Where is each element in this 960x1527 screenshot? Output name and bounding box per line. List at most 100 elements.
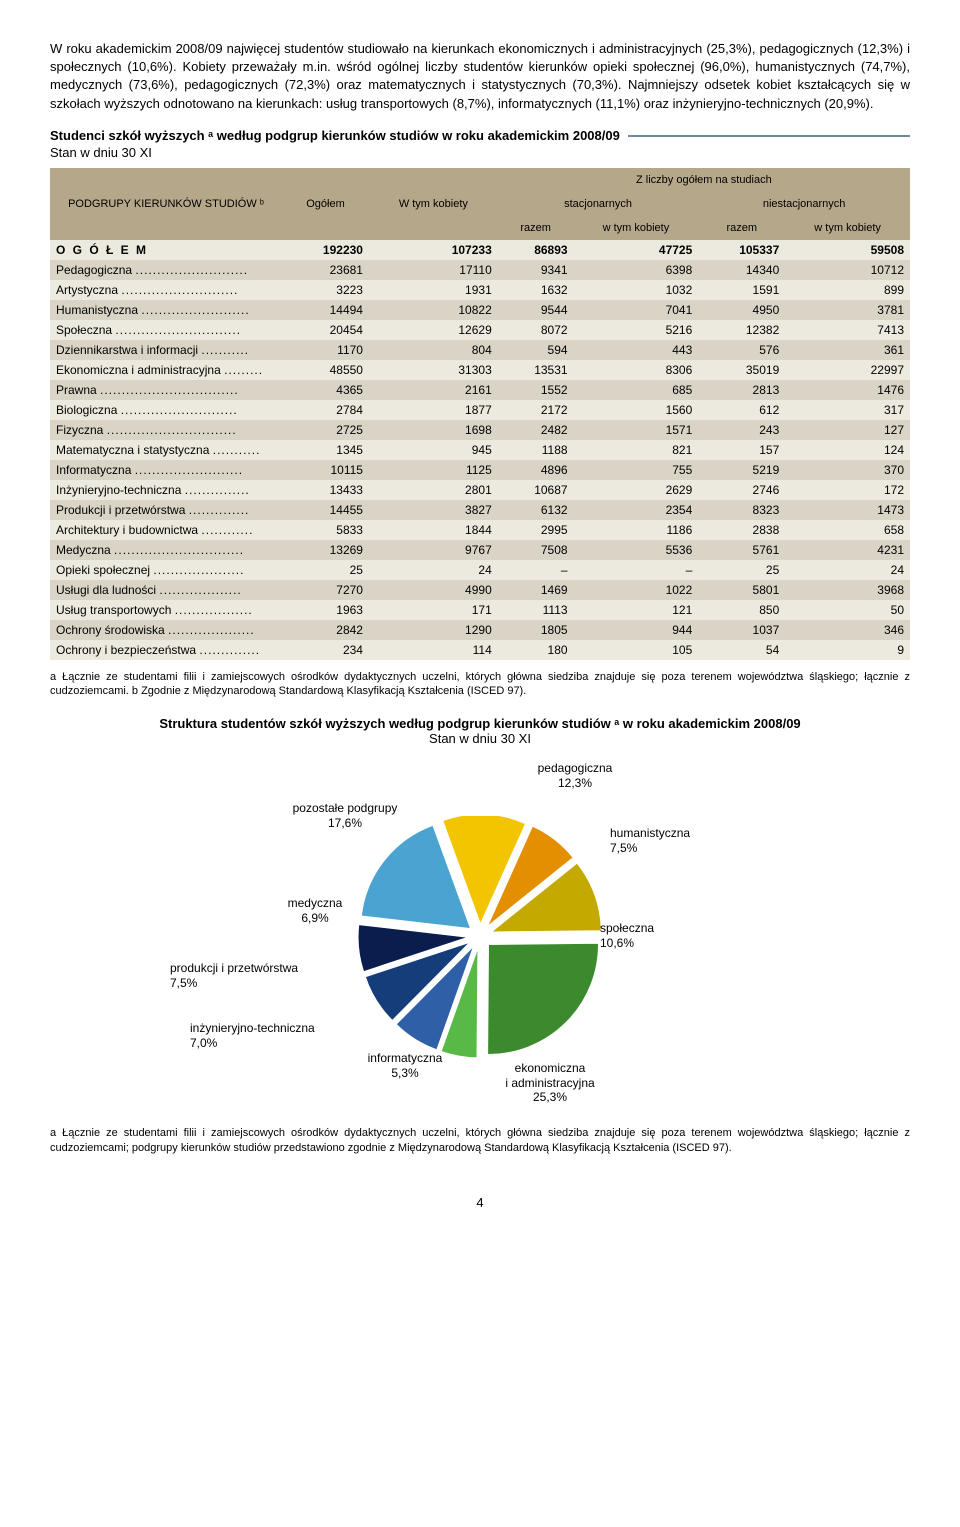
row-label: Humanistyczna .........................	[50, 300, 282, 320]
row-cell: 1571	[574, 420, 699, 440]
row-cell: 2784	[282, 400, 369, 420]
row-cell: 2161	[369, 380, 498, 400]
row-cell: 1963	[282, 600, 369, 620]
row-cell: 658	[785, 520, 910, 540]
row-cell: 1473	[785, 500, 910, 520]
row-cell: 443	[574, 340, 699, 360]
row-cell: 107233	[369, 240, 498, 260]
row-cell: 1552	[498, 380, 574, 400]
row-cell: 3223	[282, 280, 369, 300]
row-label: Społeczna .............................	[50, 320, 282, 340]
row-cell: 10115	[282, 460, 369, 480]
row-cell: 5833	[282, 520, 369, 540]
table-row: Usługi dla ludności ...................7…	[50, 580, 910, 600]
table-row: Medyczna ..............................1…	[50, 540, 910, 560]
row-cell: 685	[574, 380, 699, 400]
row-cell: 20454	[282, 320, 369, 340]
row-cell: 9341	[498, 260, 574, 280]
row-cell: 5761	[698, 540, 785, 560]
row-cell: 5219	[698, 460, 785, 480]
row-cell: 361	[785, 340, 910, 360]
table-row: Matematyczna i statystyczna ........... 1…	[50, 440, 910, 460]
table-footnote: a Łącznie ze studentami filii i zamiejsc…	[50, 670, 910, 699]
row-cell: 48550	[282, 360, 369, 380]
pie-slice-label: medyczna6,9%	[235, 896, 395, 925]
row-cell: 317	[785, 400, 910, 420]
row-cell: 2838	[698, 520, 785, 540]
row-cell: 9544	[498, 300, 574, 320]
intro-paragraph: W roku akademickim 2008/09 najwięcej stu…	[50, 40, 910, 113]
row-cell: 4365	[282, 380, 369, 400]
row-label: Dziennikarstwa i informacji ...........	[50, 340, 282, 360]
row-cell: 14455	[282, 500, 369, 520]
table-row: Ekonomiczna i administracyjna .........4…	[50, 360, 910, 380]
row-label: Fizyczna ..............................	[50, 420, 282, 440]
row-cell: 1931	[369, 280, 498, 300]
row-cell: 370	[785, 460, 910, 480]
pie-slice-label: społeczna10,6%	[600, 921, 760, 950]
th-razem1: razem	[498, 216, 574, 240]
row-cell: 2801	[369, 480, 498, 500]
th-ogolem: Ogółem	[282, 168, 369, 240]
row-cell: 850	[698, 600, 785, 620]
row-cell: 172	[785, 480, 910, 500]
pie-slice-label: informatyczna5,3%	[325, 1051, 485, 1080]
row-cell: 35019	[698, 360, 785, 380]
row-cell: 1037	[698, 620, 785, 640]
row-cell: 23681	[282, 260, 369, 280]
table-row: Opieki społecznej .....................2…	[50, 560, 910, 580]
table-row: Fizyczna ..............................2…	[50, 420, 910, 440]
th-group: Z liczby ogółem na studiach	[498, 168, 910, 192]
row-label: Usług transportowych ..................	[50, 600, 282, 620]
table-row: Prawna ................................4…	[50, 380, 910, 400]
table-row: Biologiczna ...........................2…	[50, 400, 910, 420]
row-cell: 2482	[498, 420, 574, 440]
row-cell: 25	[698, 560, 785, 580]
table-subtitle: Stan w dniu 30 XI	[50, 145, 910, 160]
row-cell: 2842	[282, 620, 369, 640]
row-label: O G Ó Ł E M	[50, 240, 282, 260]
row-cell: 1188	[498, 440, 574, 460]
row-cell: 1844	[369, 520, 498, 540]
row-cell: 105337	[698, 240, 785, 260]
row-cell: 612	[698, 400, 785, 420]
row-cell: 10687	[498, 480, 574, 500]
row-cell: 7041	[574, 300, 699, 320]
row-cell: 171	[369, 600, 498, 620]
row-cell: 24	[785, 560, 910, 580]
row-cell: 10712	[785, 260, 910, 280]
row-cell: 1632	[498, 280, 574, 300]
row-cell: 2725	[282, 420, 369, 440]
table-row: Ochrony i bezpieczeństwa ..............2…	[50, 640, 910, 660]
table-row: Architektury i budownictwa ............5…	[50, 520, 910, 540]
row-cell: 192230	[282, 240, 369, 260]
pie-slice-label: ekonomicznai administracyjna25,3%	[470, 1061, 630, 1104]
th-wtym: W tym kobiety	[369, 168, 498, 240]
row-cell: 1805	[498, 620, 574, 640]
row-cell: 7270	[282, 580, 369, 600]
row-label: Architektury i budownictwa ............	[50, 520, 282, 540]
row-cell: 105	[574, 640, 699, 660]
pie-svg	[350, 816, 610, 1076]
table-row: Humanistyczna .........................1…	[50, 300, 910, 320]
row-cell: 1469	[498, 580, 574, 600]
row-cell: 945	[369, 440, 498, 460]
row-cell: 2995	[498, 520, 574, 540]
row-cell: 755	[574, 460, 699, 480]
row-cell: 2172	[498, 400, 574, 420]
pie-slice	[488, 944, 599, 1055]
row-cell: 12629	[369, 320, 498, 340]
row-cell: 4950	[698, 300, 785, 320]
th-niestacj: niestacjonarnych	[698, 192, 910, 216]
row-cell: 234	[282, 640, 369, 660]
row-label: Matematyczna i statystyczna ...........	[50, 440, 282, 460]
row-cell: 17110	[369, 260, 498, 280]
row-cell: 944	[574, 620, 699, 640]
students-table: PODGRUPY KIERUNKÓW STUDIÓW ᵇ Ogółem W ty…	[50, 168, 910, 660]
row-cell: 4231	[785, 540, 910, 560]
table-row: Informatyczna .........................1…	[50, 460, 910, 480]
th-stacj: stacjonarnych	[498, 192, 699, 216]
row-cell: 1698	[369, 420, 498, 440]
table-row: Ochrony środowiska ....................2…	[50, 620, 910, 640]
row-cell: 1476	[785, 380, 910, 400]
